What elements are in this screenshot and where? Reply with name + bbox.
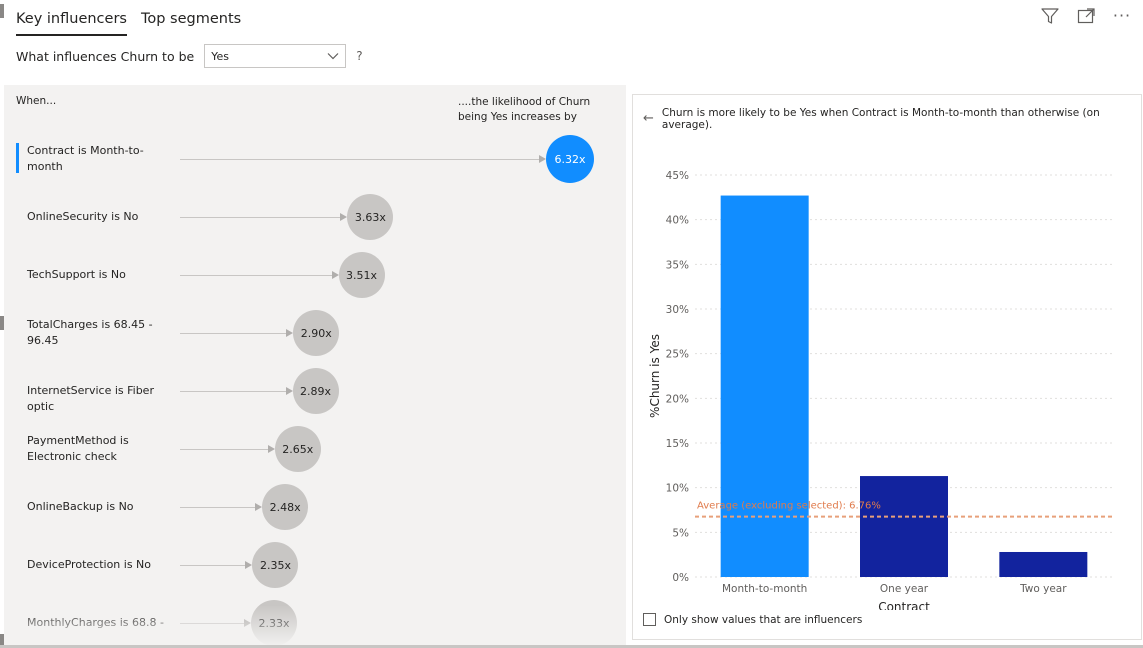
influencer-row[interactable]: OnlineBackup is No 2.48x bbox=[4, 481, 626, 533]
resize-handle-bottom[interactable] bbox=[0, 634, 4, 648]
chevron-down-icon bbox=[327, 53, 339, 60]
filter-icon[interactable] bbox=[1037, 4, 1063, 28]
arrow-icon bbox=[267, 445, 275, 453]
influencer-label: OnlineSecurity is No bbox=[27, 210, 139, 223]
arrow-icon bbox=[285, 387, 293, 395]
influencer-row[interactable]: MonthlyCharges is 68.8 - 2.33x bbox=[4, 597, 626, 645]
influencer-line bbox=[180, 275, 333, 276]
bottom-edge bbox=[0, 645, 1143, 648]
arrow-icon bbox=[331, 271, 339, 279]
influencer-bubble: 2.65x bbox=[274, 426, 321, 472]
influencer-bubble: 3.51x bbox=[338, 252, 385, 298]
influencer-bubble: 6.32x bbox=[546, 135, 594, 183]
average-label: Average (excluding selected): 6.76% bbox=[697, 501, 881, 512]
influencer-bubble: 2.35x bbox=[252, 542, 299, 588]
header-when: When... bbox=[16, 95, 57, 107]
visual-header-icons: ··· bbox=[1037, 4, 1135, 28]
influencer-bubble: 3.63x bbox=[347, 194, 394, 240]
influencer-label: TechSupport is No bbox=[27, 268, 126, 281]
influencer-row[interactable]: TechSupport is No 3.51x bbox=[4, 249, 626, 301]
influencer-label: DeviceProtection is No bbox=[27, 558, 152, 571]
more-options-icon[interactable]: ··· bbox=[1112, 6, 1132, 25]
influencer-line bbox=[180, 623, 245, 624]
influencer-bubble: 2.48x bbox=[262, 484, 309, 530]
y-tick-label: 10% bbox=[666, 483, 689, 495]
only-influencers-checkbox[interactable] bbox=[643, 613, 656, 626]
influencer-row[interactable]: DeviceProtection is No 2.35x bbox=[4, 539, 626, 591]
back-arrow-icon[interactable]: ← bbox=[643, 111, 654, 126]
arrow-icon bbox=[245, 561, 253, 569]
y-tick-label: 20% bbox=[666, 393, 689, 405]
help-icon[interactable]: ? bbox=[356, 49, 363, 63]
influencer-bubble: 2.33x bbox=[251, 600, 297, 645]
influencer-label: MonthlyCharges is 68.8 - bbox=[27, 616, 164, 629]
arrow-icon bbox=[340, 213, 348, 221]
left-edge bbox=[0, 0, 4, 648]
x-tick-label: One year bbox=[880, 583, 929, 595]
influencer-line bbox=[180, 565, 247, 566]
bar bbox=[999, 551, 1088, 577]
tab-top-segments[interactable]: Top segments bbox=[140, 11, 242, 27]
x-axis-label: Contract bbox=[878, 600, 930, 610]
influencer-row[interactable]: InternetService is Fiber optic 2.89x bbox=[4, 365, 626, 417]
influencer-line bbox=[180, 333, 288, 334]
influencer-row[interactable]: Contract is Month-to-month 6.32x bbox=[4, 133, 626, 185]
detail-header: ← Churn is more likely to be Yes when Co… bbox=[643, 107, 1141, 131]
y-tick-label: 25% bbox=[666, 349, 689, 361]
bar bbox=[860, 476, 948, 577]
influencer-bubble: 2.89x bbox=[292, 368, 339, 414]
influencer-label: Contract is Month-to-month bbox=[27, 144, 144, 173]
influencer-row[interactable]: OnlineSecurity is No 3.63x bbox=[4, 191, 626, 243]
churn-value-dropdown[interactable]: Yes bbox=[204, 44, 347, 68]
y-tick-label: 5% bbox=[672, 527, 689, 539]
resize-handle-top[interactable] bbox=[0, 4, 4, 18]
x-tick-label: Month-to-month bbox=[722, 583, 807, 595]
influencer-label: InternetService is Fiber optic bbox=[27, 384, 154, 413]
dropdown-selected-value: Yes bbox=[211, 49, 229, 63]
y-tick-label: 45% bbox=[666, 170, 689, 182]
focus-mode-icon[interactable] bbox=[1073, 4, 1099, 28]
question-prefix: What influences Churn to be bbox=[16, 48, 195, 64]
tab-key-influencers[interactable]: Key influencers bbox=[16, 8, 127, 36]
arrow-icon bbox=[255, 503, 263, 511]
arrow-icon bbox=[539, 155, 546, 163]
influencer-line bbox=[180, 507, 257, 508]
influencer-label: OnlineBackup is No bbox=[27, 500, 134, 513]
only-influencers-row: Only show values that are influencers bbox=[643, 613, 862, 626]
influencer-line bbox=[180, 217, 342, 218]
visual-tabs: Key influencers Top segments bbox=[16, 8, 241, 36]
arrow-icon bbox=[286, 329, 294, 337]
y-tick-label: 30% bbox=[666, 304, 689, 316]
arrow-icon bbox=[244, 619, 251, 627]
bar bbox=[720, 195, 809, 577]
influencer-bubble: 2.90x bbox=[293, 310, 340, 356]
header-likelihood: ....the likelihood of Churn being Yes in… bbox=[458, 96, 591, 123]
detail-description: Churn is more likely to be Yes when Cont… bbox=[661, 107, 1100, 131]
influencer-row[interactable]: PaymentMethod is Electronic check 2.65x bbox=[4, 423, 626, 475]
influencers-panel: When... ....the likelihood of Churn bein… bbox=[4, 85, 626, 645]
influencer-row[interactable]: TotalCharges is 68.45 - 96.45 2.90x bbox=[4, 307, 626, 359]
y-tick-label: 35% bbox=[666, 259, 689, 271]
influencer-line bbox=[180, 449, 269, 450]
influencer-label: TotalCharges is 68.45 - 96.45 bbox=[27, 318, 153, 347]
influencer-line bbox=[180, 159, 540, 160]
contract-churn-chart: 0% 5% 10% 15% 20% 25% 30% 35% 40% 45% Month-to-mon… bbox=[648, 170, 1113, 610]
question-row: What influences Churn to be Yes ? bbox=[16, 44, 363, 68]
only-influencers-label: Only show values that are influencers bbox=[664, 613, 863, 626]
y-tick-label: 40% bbox=[666, 215, 689, 227]
y-tick-label: 15% bbox=[666, 438, 689, 450]
resize-handle-middle[interactable] bbox=[0, 316, 4, 330]
y-tick-label: 0% bbox=[672, 572, 689, 584]
influencer-label: PaymentMethod is Electronic check bbox=[27, 434, 129, 463]
detail-panel: ← Churn is more likely to be Yes when Co… bbox=[632, 94, 1142, 640]
x-tick-label: Two year bbox=[1019, 583, 1067, 595]
influencer-line bbox=[180, 391, 287, 392]
y-axis-label: %Churn is Yes bbox=[648, 334, 662, 418]
selected-indicator bbox=[16, 143, 19, 173]
